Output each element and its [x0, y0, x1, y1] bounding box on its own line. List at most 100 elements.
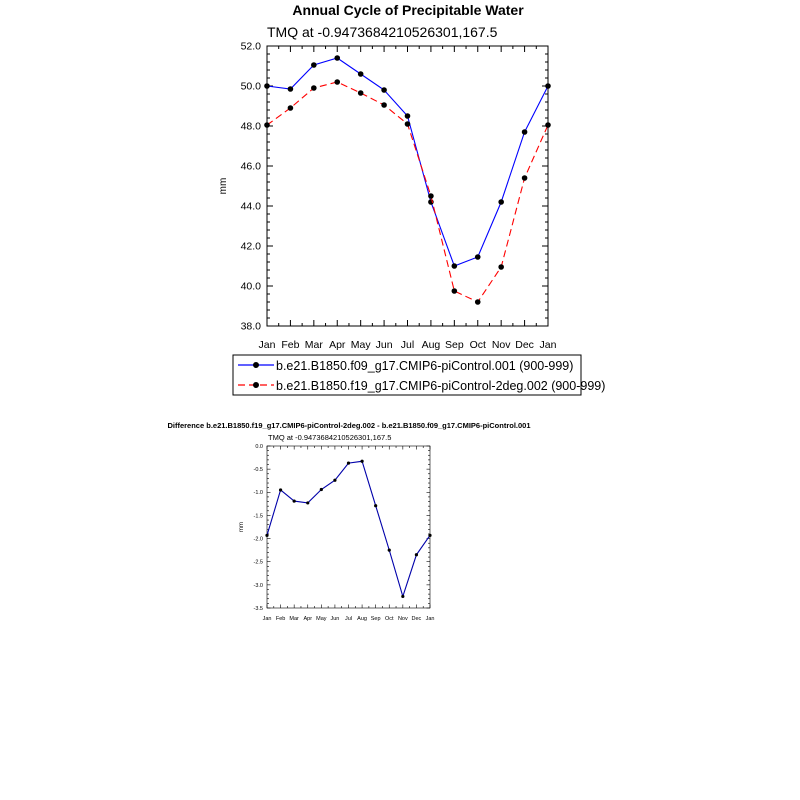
data-point — [374, 504, 378, 508]
data-point — [319, 487, 323, 492]
data-point — [264, 83, 270, 89]
x-tick-label: Jun — [330, 616, 339, 622]
data-point — [545, 122, 551, 128]
data-point — [357, 90, 364, 96]
data-point — [414, 553, 419, 557]
x-tick-label: Jan — [259, 339, 276, 351]
chart-subtitle: TMQ at -0.9473684210526301,167.5 — [268, 433, 391, 442]
y-axis-label: mm — [239, 522, 245, 532]
data-point — [334, 55, 341, 61]
series-marks — [264, 55, 551, 305]
x-tick-label: Nov — [398, 616, 408, 622]
data-point — [333, 478, 337, 482]
y-tick-label: -2.0 — [254, 536, 263, 542]
data-point — [387, 548, 391, 552]
data-point — [474, 254, 481, 260]
x-tick-label: Jan — [540, 339, 557, 351]
x-tick-label: Mar — [305, 339, 324, 351]
data-point — [474, 299, 481, 305]
data-point — [404, 113, 411, 119]
x-tick-label: Sep — [445, 339, 464, 351]
x-tick-label: Aug — [422, 339, 441, 351]
y-tick-label: 42.0 — [241, 241, 262, 253]
series-marks — [265, 459, 432, 599]
data-point — [401, 594, 405, 599]
x-tick-label: Jun — [376, 339, 393, 351]
plot-frame — [266, 445, 431, 609]
plot-area: -3.5 -3.0 -2.5 -2.0 -1.5 -1.0 -0.5 0.0 Jan Feb Mar… — [254, 444, 435, 622]
y-tick-label: -3.0 — [254, 583, 263, 589]
y-axis-label: mm — [218, 178, 229, 195]
chart-subtitle: TMQ at -0.9473684210526301,167.5 — [267, 24, 498, 40]
y-tick-label: 52.0 — [241, 41, 262, 53]
y-tick-label: 50.0 — [241, 81, 262, 93]
legend-label-series-1: b.e21.B1850.f09_g17.CMIP6-piControl.001 … — [276, 359, 573, 373]
data-point — [292, 499, 296, 503]
x-tick-label: Jan — [426, 616, 435, 622]
chart-title: Difference b.e21.B1850.f19_g17.CMIP6-piC… — [167, 421, 530, 430]
y-tick-label: -1.0 — [254, 490, 263, 496]
data-point — [360, 459, 364, 463]
data-point — [265, 533, 269, 537]
x-tick-label: Apr — [329, 339, 346, 351]
data-point — [498, 264, 504, 270]
x-tick-label: Dec — [412, 616, 422, 622]
x-tick-label: Apr — [303, 616, 312, 622]
y-tick-label: 40.0 — [241, 281, 262, 293]
y-tick-label: 44.0 — [241, 201, 262, 213]
data-point — [264, 122, 270, 128]
series-line-1 — [266, 57, 549, 267]
x-tick-label: Dec — [515, 339, 534, 351]
x-tick-label: Jan — [263, 616, 272, 622]
x-tick-label: Aug — [357, 616, 367, 622]
annual-cycle-chart: Annual Cycle of Precipitable Water TMQ a… — [218, 2, 605, 396]
x-tick-label: Oct — [385, 616, 394, 622]
y-tick-label: -1.5 — [254, 513, 263, 519]
data-point — [346, 461, 351, 465]
legend: b.e21.B1850.f09_g17.CMIP6-piControl.001 … — [232, 354, 605, 396]
x-tick-label: Feb — [281, 339, 299, 351]
y-tick-label: 0.0 — [255, 444, 263, 450]
data-point — [381, 102, 387, 108]
y-tick-label: -3.5 — [254, 606, 263, 612]
legend-marker-series-1 — [253, 362, 259, 368]
x-tick-label: May — [316, 616, 327, 622]
data-point — [278, 488, 283, 492]
data-point — [357, 71, 364, 77]
data-point — [404, 121, 411, 127]
legend-label-series-2: b.e21.B1850.f19_g17.CMIP6-piControl-2deg… — [276, 379, 605, 393]
x-tick-label: Nov — [492, 339, 511, 351]
y-tick-label: -0.5 — [254, 467, 263, 473]
x-tick-label: Oct — [470, 339, 486, 351]
data-point — [311, 85, 317, 91]
data-point — [545, 83, 551, 89]
data-point — [451, 288, 458, 294]
data-point — [521, 175, 528, 181]
legend-marker-series-2 — [253, 382, 259, 388]
x-tick-label: May — [351, 339, 372, 351]
plot-frame — [266, 45, 549, 327]
data-point — [428, 193, 434, 199]
data-point — [287, 86, 294, 92]
data-point — [498, 199, 504, 205]
data-point — [334, 79, 341, 85]
x-tick-label: Feb — [276, 616, 285, 622]
y-tick-label: 48.0 — [241, 121, 262, 133]
series-line-1 — [266, 460, 431, 599]
difference-chart: Difference b.e21.B1850.f19_g17.CMIP6-piC… — [167, 421, 530, 622]
legend-box — [232, 354, 582, 396]
data-point — [521, 129, 528, 135]
data-point — [451, 263, 458, 269]
x-tick-label: Jul — [345, 616, 352, 622]
x-tick-label: Mar — [289, 616, 299, 622]
data-point — [287, 105, 294, 111]
data-point — [306, 501, 310, 505]
plot-area: 38.0 40.0 42.0 44.0 46.0 48.0 50.0 52.0 Jan Feb Ma… — [241, 41, 557, 351]
x-tick-label: Jul — [401, 339, 414, 351]
data-point — [428, 533, 432, 537]
y-tick-label: 46.0 — [241, 161, 262, 173]
chart-title: Annual Cycle of Precipitable Water — [292, 2, 524, 18]
y-tick-label: 38.0 — [241, 321, 262, 333]
data-point — [311, 62, 317, 68]
